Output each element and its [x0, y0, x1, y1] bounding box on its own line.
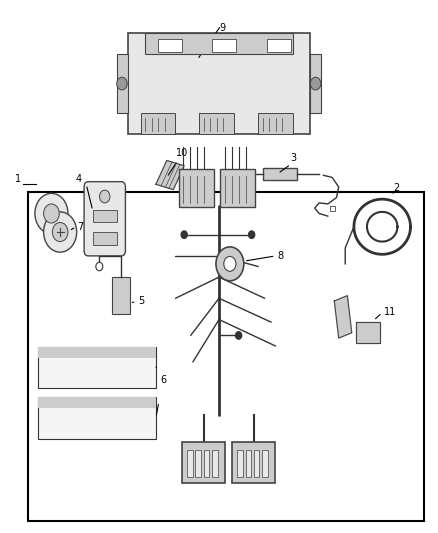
Circle shape	[224, 256, 236, 271]
Bar	[330, 206, 335, 211]
Bar	[254, 450, 259, 477]
FancyBboxPatch shape	[179, 169, 214, 207]
Bar	[127, 33, 311, 134]
Polygon shape	[156, 160, 184, 190]
Polygon shape	[334, 296, 352, 338]
Text: 3: 3	[291, 153, 297, 163]
Text: WARNING: WARNING	[73, 351, 100, 356]
Bar	[93, 211, 117, 222]
Bar	[195, 450, 201, 477]
Circle shape	[35, 193, 68, 233]
Text: 5: 5	[138, 296, 145, 306]
FancyBboxPatch shape	[183, 442, 225, 483]
Bar	[267, 38, 291, 52]
Text: 1: 1	[15, 174, 21, 184]
FancyBboxPatch shape	[220, 169, 255, 207]
Bar	[212, 450, 218, 477]
Bar	[39, 347, 156, 389]
Bar	[246, 450, 251, 477]
FancyBboxPatch shape	[233, 442, 275, 483]
Text: 4: 4	[76, 174, 82, 184]
Bar	[141, 113, 176, 134]
Text: AVERTISSEMENT: AVERTISSEMENT	[73, 401, 119, 406]
Bar	[93, 232, 117, 245]
Bar	[145, 33, 293, 54]
Bar	[262, 450, 268, 477]
Bar	[39, 347, 156, 358]
Circle shape	[52, 222, 68, 241]
Text: 2: 2	[393, 183, 399, 193]
Polygon shape	[356, 322, 380, 343]
Text: ⚠: ⚠	[45, 401, 51, 406]
Text: 11: 11	[384, 306, 396, 317]
Text: 8: 8	[278, 251, 284, 261]
Bar	[158, 38, 182, 52]
Text: 9: 9	[219, 22, 225, 33]
Circle shape	[236, 332, 242, 339]
Bar	[311, 54, 321, 113]
Bar	[187, 450, 193, 477]
Bar	[199, 113, 234, 134]
Bar	[237, 450, 243, 477]
Bar	[234, 170, 241, 178]
Circle shape	[44, 204, 59, 223]
Bar	[113, 277, 130, 314]
Text: 7: 7	[78, 222, 84, 232]
Circle shape	[311, 77, 321, 90]
Bar	[212, 38, 237, 52]
Text: 6: 6	[160, 375, 166, 385]
Bar	[28, 192, 424, 521]
Bar	[262, 168, 297, 180]
Circle shape	[117, 77, 127, 90]
Circle shape	[216, 247, 244, 281]
Circle shape	[44, 212, 77, 252]
Text: 10: 10	[176, 148, 188, 158]
Bar	[258, 113, 293, 134]
Bar	[39, 398, 156, 408]
FancyBboxPatch shape	[84, 182, 125, 256]
Text: ⚠: ⚠	[45, 351, 51, 356]
Bar	[204, 450, 209, 477]
Circle shape	[96, 262, 103, 271]
Bar	[117, 54, 127, 113]
Circle shape	[99, 190, 110, 203]
Circle shape	[249, 231, 254, 238]
Bar	[39, 398, 156, 439]
Circle shape	[181, 231, 187, 238]
